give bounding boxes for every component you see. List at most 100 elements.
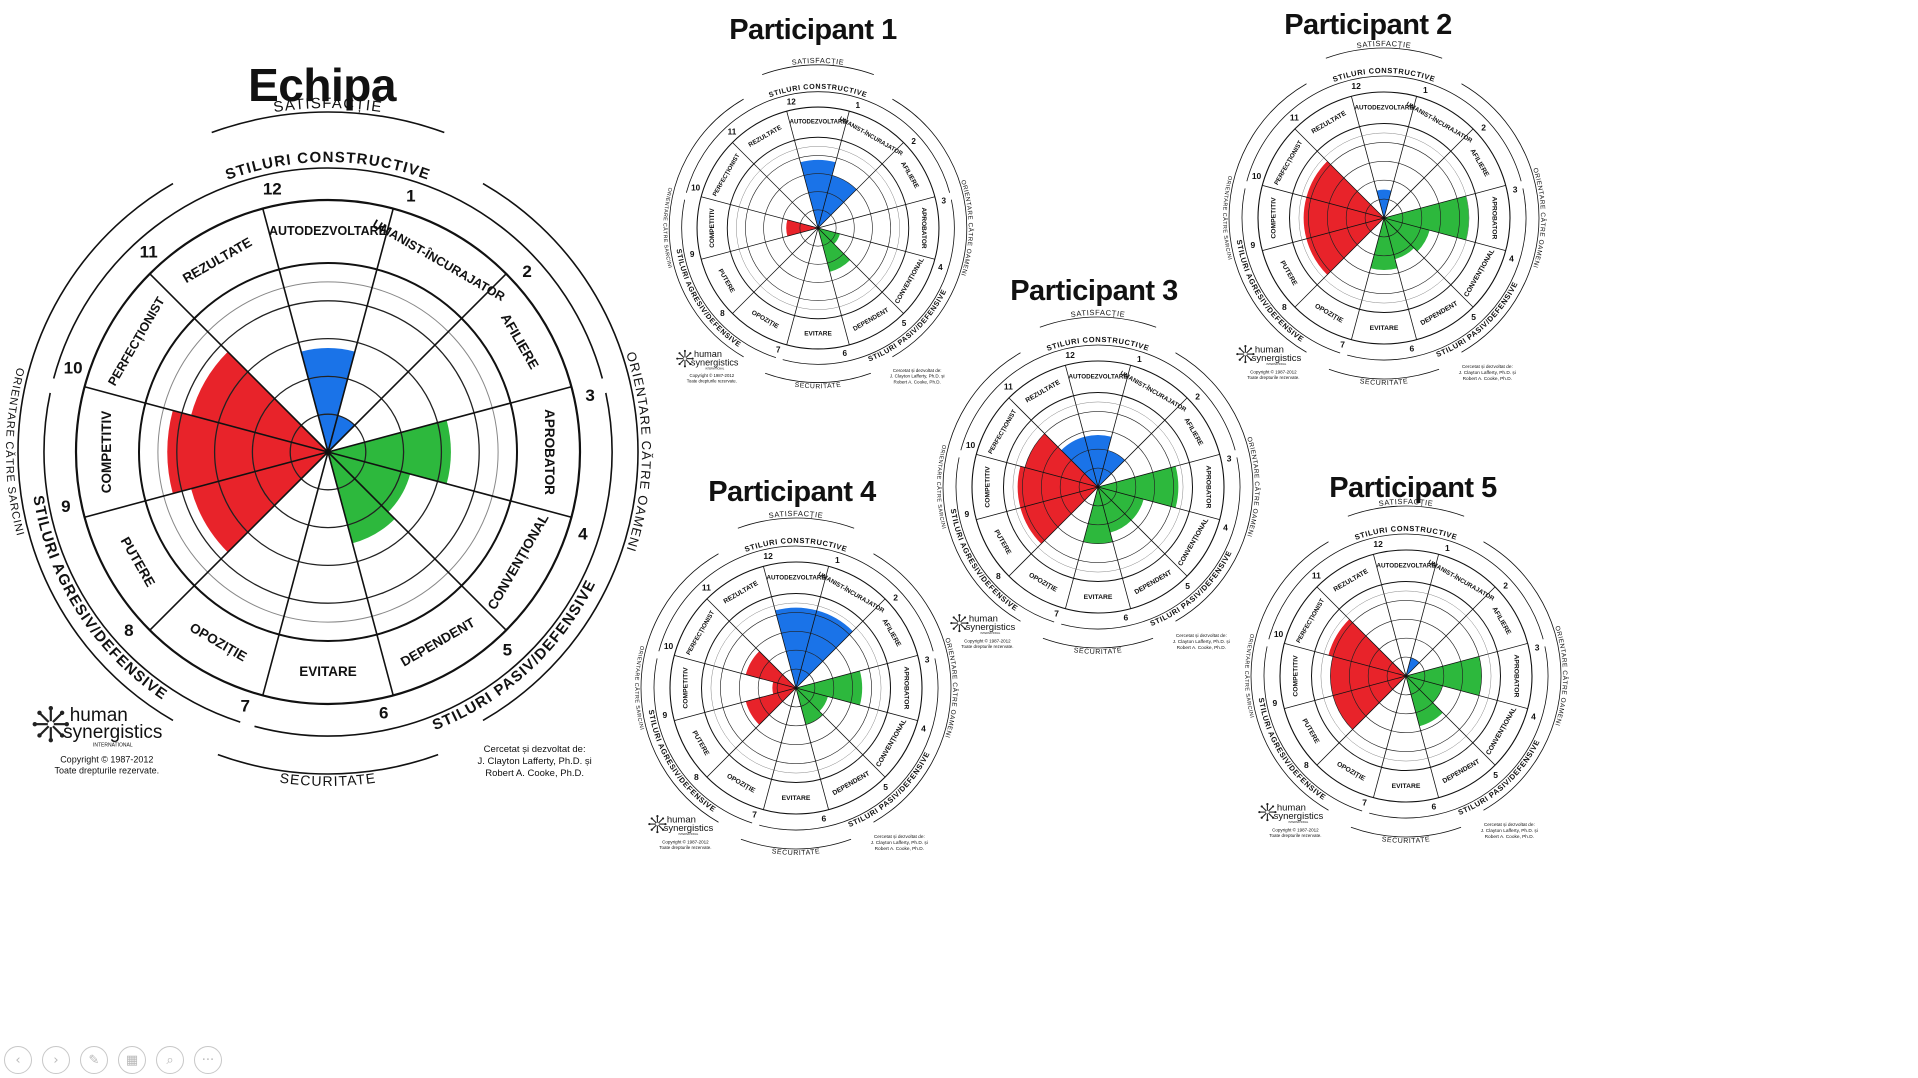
logo-line-1: human xyxy=(667,815,696,826)
spoke-7 xyxy=(1065,486,1099,609)
profile-bar-style-10 xyxy=(191,351,328,452)
chevron-left-icon: ‹ xyxy=(15,1052,21,1068)
grid-ring-5 xyxy=(736,146,900,310)
copyright-line-2: Toate drepturile rezervate. xyxy=(687,378,737,383)
style-label-9: COMPETITIV xyxy=(709,208,716,248)
logo-dot-7 xyxy=(950,621,953,625)
logo-human-synergistics xyxy=(676,349,694,368)
logo-sub: INTERNATIONAL xyxy=(93,742,133,748)
spoke-7 xyxy=(262,451,329,696)
spoke-8 xyxy=(1008,486,1099,577)
grid-ring-1 xyxy=(1386,656,1426,696)
logo-dot-7 xyxy=(648,822,651,826)
spoke-1 xyxy=(327,208,394,453)
style-label-9: COMPETITIV xyxy=(1271,197,1278,239)
style-number-12: 12 xyxy=(1351,81,1361,91)
more-options-button[interactable]: ··· xyxy=(194,1046,222,1074)
pen-tool-button[interactable]: ✎ xyxy=(80,1046,108,1074)
arc-constructive xyxy=(52,167,604,379)
logo-dot-1 xyxy=(1266,802,1269,806)
arc-satisfaction xyxy=(1325,47,1443,59)
outer-ring xyxy=(971,360,1225,614)
style-number-1: 1 xyxy=(1423,85,1428,95)
arc-constructive xyxy=(1246,75,1522,182)
label-task: ORIENTARE CĂTRE SARCINI xyxy=(633,645,645,731)
style-number-5: 5 xyxy=(883,782,888,792)
spoke-2 xyxy=(1097,397,1188,488)
copyright-line-2: Toate drepturile rezervate. xyxy=(961,644,1013,649)
style-number-4: 4 xyxy=(921,724,926,734)
style-label-1: UMANIST-ÎNCURAJATOR xyxy=(1427,558,1496,603)
logo-dot-6 xyxy=(952,627,955,630)
zoom-button[interactable]: ⌕ xyxy=(156,1046,184,1074)
credit-line-2: J. Clayton Lafferty, Ph.D. și xyxy=(871,840,928,846)
spoke-7 xyxy=(786,227,819,345)
logo-dot-2 xyxy=(661,817,665,820)
previous-slide-button[interactable]: ‹ xyxy=(4,1046,32,1074)
spoke-12 xyxy=(786,111,819,229)
logo-dot-8 xyxy=(678,352,681,355)
style-number-2: 2 xyxy=(893,593,898,603)
inner-boundary-ring xyxy=(726,136,910,320)
logo-sub: INTERNATIONAL xyxy=(1266,363,1286,366)
credit-line-3: Robert A. Cooke, Ph.D. xyxy=(1485,834,1534,840)
arc-people xyxy=(873,553,952,823)
label-task: ORIENTARE CĂTRE SARCINI xyxy=(661,187,672,269)
next-slide-button[interactable]: › xyxy=(42,1046,70,1074)
copyright-line-2: Toate drepturile rezervate. xyxy=(659,845,711,850)
arc-passive xyxy=(1061,457,1241,630)
spoke-11 xyxy=(706,598,797,689)
label-satisfaction: SATISFACȚIE xyxy=(768,509,824,520)
grid-ring-5 xyxy=(1012,401,1184,573)
spoke-12 xyxy=(262,208,329,453)
logo-line-2: synergistics xyxy=(691,357,739,367)
style-number-5: 5 xyxy=(1493,770,1498,780)
spoke-2 xyxy=(1405,586,1496,677)
arc-satisfaction xyxy=(737,517,855,529)
spoke-5 xyxy=(1097,486,1188,577)
style-number-3: 3 xyxy=(925,654,930,664)
style-number-11: 11 xyxy=(140,242,158,261)
grid-ring-2 xyxy=(1367,637,1445,715)
copyright-line-1: Copyright © 1987-2012 xyxy=(689,373,734,378)
profile-bar-style-5 xyxy=(328,452,395,544)
style-label-7: OPOZIȚIE xyxy=(1335,761,1366,783)
style-number-6: 6 xyxy=(821,813,826,823)
arc-security xyxy=(1350,826,1462,838)
spoke-2 xyxy=(327,273,507,453)
profile-bar-style-3 xyxy=(1098,466,1179,508)
profile-bar-style-6 xyxy=(1370,218,1398,270)
style-number-1: 1 xyxy=(406,187,415,206)
style-label-6: EVITARE xyxy=(1370,325,1399,332)
profile-bar-style-12 xyxy=(800,159,836,228)
logo-line-2: synergistics xyxy=(664,823,714,834)
logo-dot-1 xyxy=(958,613,961,617)
profile-bar-style-8 xyxy=(1020,487,1098,544)
style-number-1: 1 xyxy=(1445,543,1450,553)
logo-dot-1 xyxy=(1244,344,1247,348)
logo-dot-2 xyxy=(1249,347,1253,350)
outer-ring xyxy=(74,198,582,706)
style-number-4: 4 xyxy=(578,524,588,543)
style-number-12: 12 xyxy=(1065,350,1075,360)
slides-overview-button[interactable]: ▦ xyxy=(118,1046,146,1074)
style-number-3: 3 xyxy=(1513,184,1518,194)
arc-security xyxy=(1042,637,1154,649)
style-number-11: 11 xyxy=(1290,113,1299,123)
profile-bar-style-8 xyxy=(745,688,796,725)
outer-ring xyxy=(696,106,940,350)
logo-line-1: human xyxy=(1277,803,1306,814)
label-security: SECURITATE xyxy=(771,848,820,857)
style-number-5: 5 xyxy=(503,641,512,660)
style-label-2: AFILIERE xyxy=(1491,606,1513,637)
logo-line-1: human xyxy=(1255,345,1284,356)
style-label-6: EVITARE xyxy=(782,795,811,802)
spoke-7 xyxy=(1351,217,1385,340)
grid-ring-2 xyxy=(757,649,835,727)
spoke-11 xyxy=(1008,397,1099,488)
arc-aggressive xyxy=(43,392,241,723)
grid-ring-3 xyxy=(213,337,443,567)
style-number-2: 2 xyxy=(1195,392,1200,402)
outer-ring xyxy=(1257,91,1511,345)
style-number-7: 7 xyxy=(752,810,757,820)
